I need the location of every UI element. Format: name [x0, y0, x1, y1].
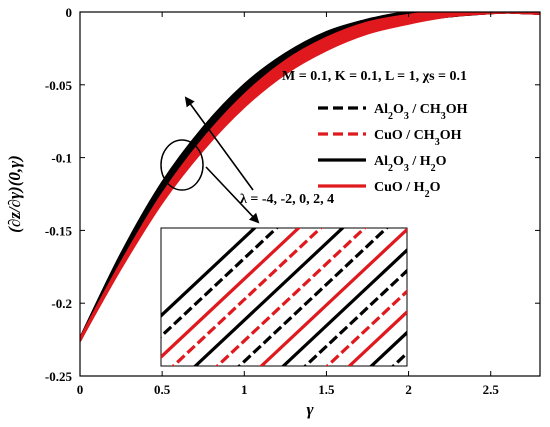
- y-axis-ticks: 0 -0.05 -0.1 -0.15 -0.2 -0.25: [45, 5, 540, 384]
- x-tick-label: 2: [405, 382, 412, 397]
- y-tick-label: -0.25: [45, 369, 73, 384]
- y-axis-label: (∂z/∂γ)(0,γ): [5, 155, 24, 233]
- y-tick-label: -0.15: [45, 223, 73, 238]
- inset-line-5: [193, 228, 345, 366]
- curves: [80, 12, 540, 342]
- x-tick-label: 1: [241, 382, 248, 397]
- x-axis-ticks: 0 0.5 1 1.5 2 2.5: [77, 12, 500, 397]
- inset: [160, 227, 408, 367]
- y-tick-label: 0: [66, 5, 73, 20]
- x-axis-label: γ: [306, 400, 314, 419]
- y-tick-label: -0.05: [45, 78, 73, 93]
- annotation-arrow-down: [205, 166, 260, 224]
- y-tick-label: -0.1: [51, 151, 72, 166]
- inset-line-7: [237, 228, 389, 366]
- lambda-annotation: λ = -4, -2, 0, 2, 4: [240, 192, 334, 207]
- inset-line-11: [325, 289, 407, 366]
- y-tick-label: -0.2: [51, 296, 72, 311]
- x-tick-label: 2.5: [483, 382, 500, 397]
- inset-line-1: [161, 228, 257, 318]
- legend-label-1: Al2O3 / CH3OH: [374, 102, 468, 122]
- annotation-ellipse: [160, 139, 204, 191]
- legend: Al2O3 / CH3OH CuO / CH3OH Al2O3 / H2O CuO /…: [318, 102, 468, 200]
- inset-line-6: [215, 228, 367, 366]
- curve-4-lambda-5: [80, 12, 540, 342]
- legend-label-3: Al2O3 / H2O: [374, 154, 447, 174]
- parameters-text: M = 0.1, K = 0.1, L = 1, χs = 0.1: [282, 69, 467, 84]
- annotation-arrow-up: [184, 96, 254, 191]
- inset-line-8: [259, 228, 407, 366]
- inset-line-4: [171, 228, 323, 366]
- inset-line-13: [369, 330, 407, 366]
- inset-line-3: [161, 228, 301, 360]
- inset-line-10: [303, 268, 407, 366]
- x-tick-label: 1.5: [318, 382, 335, 397]
- curve-3-lambda-5: [80, 12, 540, 342]
- plot-frame: [79, 11, 541, 377]
- inset-line-12: [347, 309, 407, 366]
- inset-line-2: [161, 228, 279, 339]
- legend-label-4: CuO / H2O: [374, 180, 441, 200]
- x-tick-label: 0: [77, 382, 84, 397]
- inset-lines: [161, 228, 407, 366]
- legend-label-2: CuO / CH3OH: [374, 128, 462, 148]
- inset-line-9: [281, 247, 407, 366]
- x-tick-label: 0.5: [154, 382, 171, 397]
